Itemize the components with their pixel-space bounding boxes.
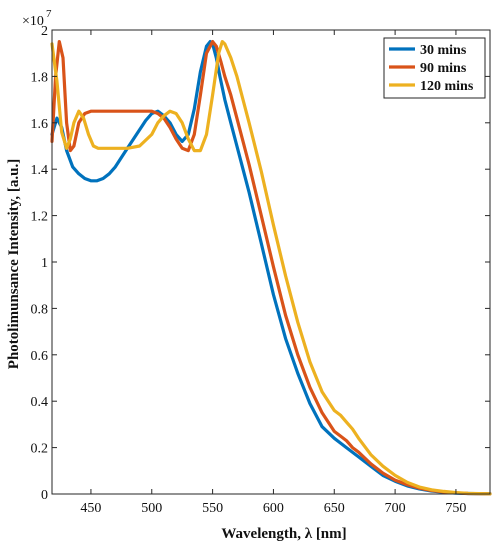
y-multiplier-base: ×10	[22, 14, 44, 29]
x-tick-label: 650	[324, 501, 345, 516]
legend-label: 90 mins	[420, 61, 467, 76]
y-tick-label: 2	[41, 24, 48, 39]
y-axis-label: Photolimunsance Intensity, [a.u.]	[6, 159, 22, 369]
x-axis-label: Wavelength, λ [nm]	[221, 526, 346, 542]
y-tick-label: 1.8	[31, 70, 49, 85]
y-tick-label: 1.2	[31, 210, 49, 225]
x-tick-label: 750	[445, 501, 466, 516]
y-tick-label: 1	[41, 256, 48, 271]
y-axis-ticks: 0 0.2 0.4 0.6 0.8 1 1.2 1.4 1.6 1.8 2	[31, 24, 490, 503]
legend-label: 120 mins	[420, 79, 474, 94]
x-tick-label: 700	[385, 501, 406, 516]
y-tick-label: 0	[41, 488, 48, 503]
x-tick-label: 450	[80, 501, 101, 516]
plot-frame	[51, 29, 491, 495]
y-tick-label: 0.2	[31, 442, 49, 457]
y-tick-label: 0.8	[31, 302, 49, 317]
x-tick-label: 550	[202, 501, 223, 516]
y-tick-label: 1.4	[31, 163, 49, 178]
series-line-120-mins	[50, 40, 492, 496]
x-tick-label: 500	[141, 501, 162, 516]
x-tick-label: 600	[263, 501, 284, 516]
series-line-90-mins	[50, 40, 492, 496]
y-multiplier-exponent: 7	[46, 8, 52, 20]
legend-label: 30 mins	[420, 43, 467, 58]
y-tick-label: 0.6	[31, 349, 49, 364]
y-tick-label: 0.4	[31, 395, 49, 410]
legend: 30 mins 90 mins 120 mins	[383, 37, 486, 99]
x-axis-ticks: 450 500 550 600 650 700 750	[80, 30, 466, 516]
y-tick-label: 1.6	[31, 117, 49, 132]
series-layer	[50, 40, 492, 496]
